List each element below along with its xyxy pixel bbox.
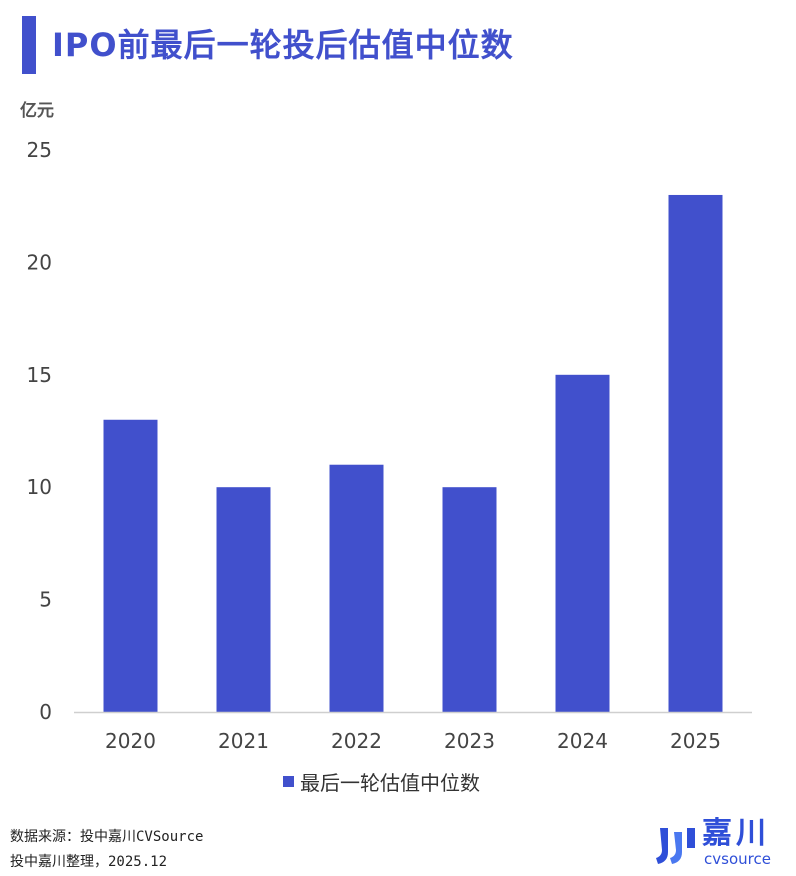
logo-mark-icon [656, 828, 695, 864]
bar-2021 [216, 487, 271, 712]
x-tick-label: 2020 [105, 729, 156, 753]
y-tick-label: 0 [39, 700, 52, 724]
bar-series [103, 194, 723, 712]
x-tick-label: 2024 [557, 729, 608, 753]
bar-2023 [442, 487, 497, 712]
logo-english-text: cvsource [704, 850, 771, 868]
data-source-note: 数据来源：投中嘉川CVSource [10, 829, 204, 845]
bar-2020 [103, 419, 158, 712]
y-axis-ticks: 0 5 10 15 20 25 [27, 138, 52, 724]
compiled-by-note: 投中嘉川整理，2025.12 [10, 854, 168, 870]
page-title: IPO前最后一轮投后估值中位数 [52, 26, 514, 64]
logo-chinese-text: 嘉川 [702, 816, 770, 851]
legend-label: 最后一轮估值中位数 [300, 771, 480, 795]
x-tick-label: 2021 [218, 729, 269, 753]
bar-2025 [668, 194, 723, 712]
y-axis-unit-label: 亿元 [20, 101, 54, 121]
legend-swatch [283, 776, 294, 787]
title-accent-bar [22, 16, 36, 74]
y-tick-label: 25 [27, 138, 52, 162]
y-tick-label: 15 [27, 363, 52, 387]
x-tick-label: 2025 [670, 729, 721, 753]
legend: 最后一轮估值中位数 [283, 771, 480, 795]
bar-2024 [555, 374, 610, 712]
x-tick-label: 2023 [444, 729, 495, 753]
y-tick-label: 5 [39, 588, 52, 612]
bar-2022 [329, 464, 384, 712]
y-tick-label: 20 [27, 250, 52, 274]
x-tick-label: 2022 [331, 729, 382, 753]
cvsource-logo: 嘉川 cvsource [654, 818, 784, 870]
y-tick-label: 10 [27, 475, 52, 499]
x-axis-ticks: 2020 2021 2022 2023 2024 2025 [105, 729, 721, 753]
